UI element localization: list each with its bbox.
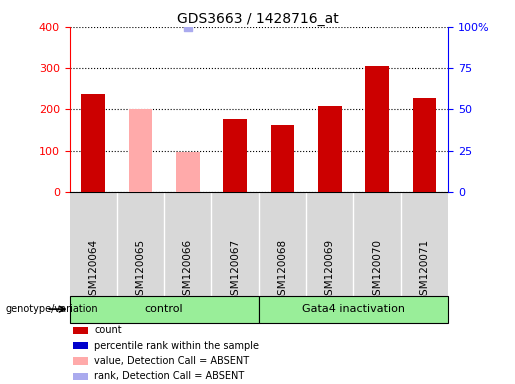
- Bar: [318, 106, 341, 192]
- Text: count: count: [94, 325, 122, 335]
- Text: rank, Detection Call = ABSENT: rank, Detection Call = ABSENT: [94, 371, 245, 381]
- Bar: [270, 125, 294, 192]
- Bar: [129, 109, 152, 192]
- Bar: [73, 372, 89, 380]
- Text: control: control: [145, 304, 183, 314]
- Text: Gata4 inactivation: Gata4 inactivation: [302, 304, 405, 314]
- Text: value, Detection Call = ABSENT: value, Detection Call = ABSENT: [94, 356, 249, 366]
- Bar: [73, 326, 89, 334]
- Bar: [70, 296, 259, 323]
- Bar: [259, 296, 448, 323]
- Bar: [176, 152, 200, 192]
- Bar: [365, 66, 389, 192]
- Text: percentile rank within the sample: percentile rank within the sample: [94, 341, 259, 351]
- Text: GDS3663 / 1428716_at: GDS3663 / 1428716_at: [177, 12, 338, 25]
- Text: genotype/variation: genotype/variation: [5, 304, 98, 314]
- Bar: [81, 94, 105, 192]
- Point: [184, 24, 192, 30]
- Bar: [224, 119, 247, 192]
- Bar: [73, 357, 89, 365]
- Bar: [73, 342, 89, 349]
- Bar: [413, 98, 436, 192]
